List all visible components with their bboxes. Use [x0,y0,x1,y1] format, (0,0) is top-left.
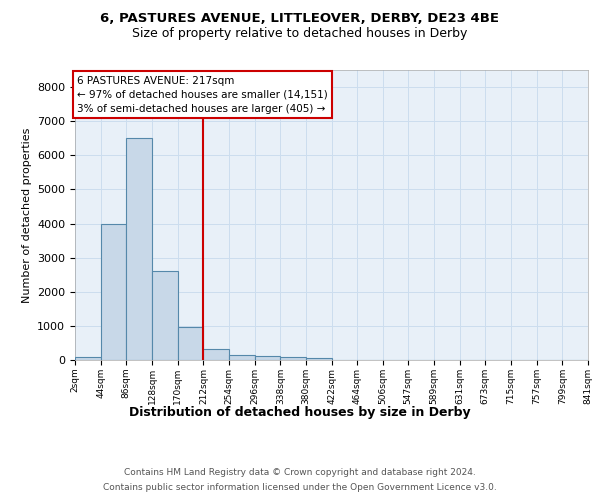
Text: Contains public sector information licensed under the Open Government Licence v3: Contains public sector information licen… [103,483,497,492]
Bar [178,327,203,360]
Text: Contains HM Land Registry data © Crown copyright and database right 2024.: Contains HM Land Registry data © Crown c… [124,468,476,477]
Bar [127,138,152,360]
Bar [75,358,101,360]
Bar [306,358,332,360]
Text: 6, PASTURES AVENUE, LITTLEOVER, DERBY, DE23 4BE: 6, PASTURES AVENUE, LITTLEOVER, DERBY, D… [101,12,499,26]
Bar [101,224,127,360]
Text: Distribution of detached houses by size in Derby: Distribution of detached houses by size … [129,406,471,419]
Text: 6 PASTURES AVENUE: 217sqm
← 97% of detached houses are smaller (14,151)
3% of se: 6 PASTURES AVENUE: 217sqm ← 97% of detac… [77,76,328,114]
Y-axis label: Number of detached properties: Number of detached properties [22,128,32,302]
Text: Size of property relative to detached houses in Derby: Size of property relative to detached ho… [133,28,467,40]
Bar [229,355,255,360]
Bar [152,270,178,360]
Bar [280,358,306,360]
Bar [255,356,280,360]
Bar [203,349,229,360]
